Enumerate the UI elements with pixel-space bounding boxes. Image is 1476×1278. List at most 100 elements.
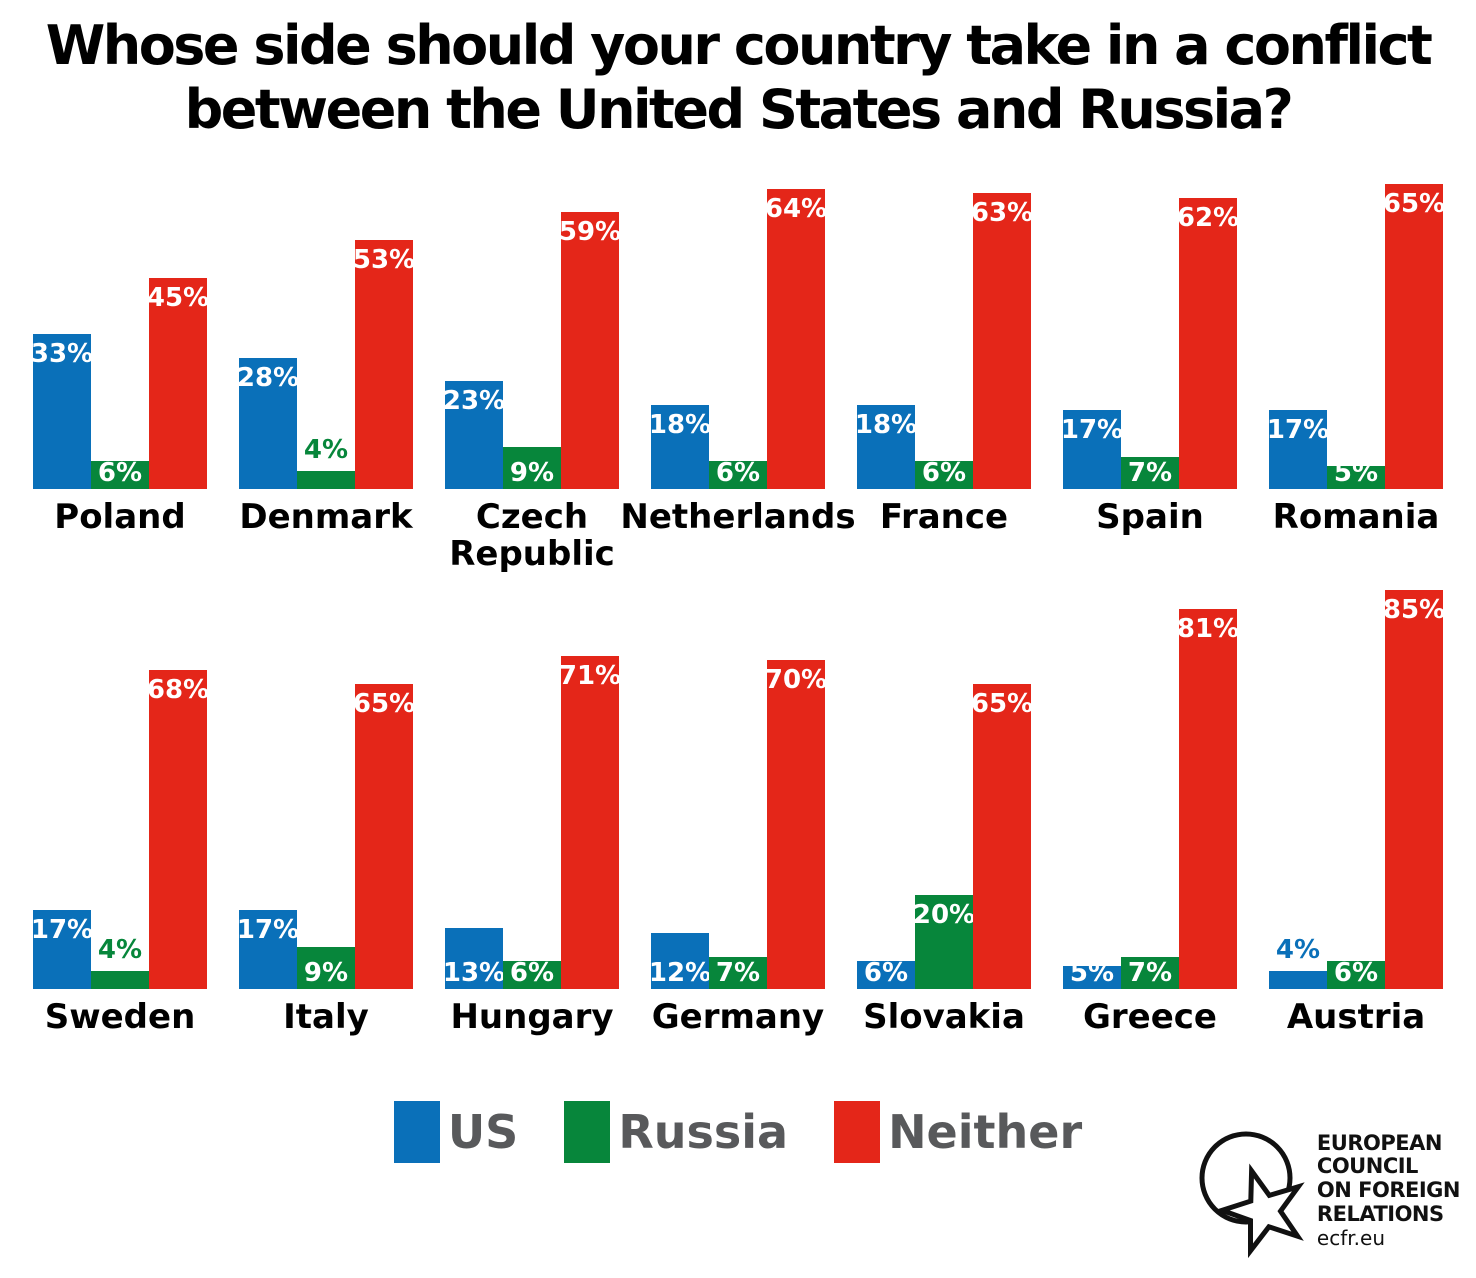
- country-label-box: Romania: [1273, 499, 1440, 545]
- value-label: 17%: [30, 914, 94, 945]
- value-label: 17%: [1060, 414, 1124, 445]
- value-label: 65%: [352, 688, 416, 719]
- logo-line: COUNCIL: [1316, 1154, 1419, 1179]
- bar-us: 17%: [1267, 409, 1329, 490]
- bar-slot: 9%: [297, 947, 355, 990]
- bar-area: 4% 6% 85%: [1269, 587, 1445, 990]
- bar-neither: 85%: [1383, 589, 1445, 990]
- bar-slot: 5%: [1327, 458, 1385, 490]
- bar-group: 18% 6% 64% Netherlands: [620, 177, 856, 545]
- chart-row-bottom: 17% 4% 68% Sweden 17% 9% 65% Italy 13% 6% 71% Hunga…: [0, 587, 1476, 1045]
- country-label: Austria: [1286, 997, 1426, 1038]
- bar-slot: 64%: [765, 188, 827, 490]
- country-label: Greece: [1082, 997, 1217, 1038]
- us-swatch: [393, 1101, 440, 1164]
- ecfr-logo: EUROPEAN COUNCIL ON FOREIGN RELATIONS ec…: [1191, 1116, 1461, 1266]
- country-label: France: [879, 497, 1009, 538]
- value-label: 20%: [912, 900, 976, 931]
- country-label: Denmark: [239, 497, 413, 538]
- value-label: 81%: [1176, 613, 1240, 644]
- bar-russia: 6%: [1327, 958, 1385, 990]
- bar-russia: 6%: [709, 458, 767, 490]
- bar-slot: 6%: [915, 458, 973, 490]
- bar-slot: 7%: [709, 956, 767, 990]
- bar-area: 17% 4% 68%: [31, 587, 209, 990]
- logo-line: ON FOREIGN: [1316, 1178, 1461, 1202]
- bar-slot: 53%: [353, 240, 415, 490]
- ecfr-logo-mark: [1199, 1131, 1305, 1259]
- bar-neither: 65%: [1383, 183, 1445, 490]
- country-label-box: Hungary: [450, 999, 613, 1045]
- bar-slot: 65%: [971, 683, 1033, 990]
- bar-neither: 63%: [971, 193, 1033, 490]
- country-label-box: Poland: [54, 499, 185, 545]
- country-label-box: France: [880, 499, 1008, 545]
- country-label: Netherlands: [620, 497, 856, 538]
- logo-circle-icon: [1199, 1131, 1293, 1225]
- bar-group: 17% 7% 62% Spain: [1060, 177, 1240, 545]
- value-label: 4%: [97, 934, 143, 965]
- bar-russia: 9%: [503, 447, 561, 490]
- value-label: 7%: [1127, 958, 1173, 989]
- bar-group: 28% 4% 53% Denmark: [236, 177, 416, 545]
- legend-item-russia: Russia: [564, 1101, 789, 1164]
- bar-russia: 7%: [709, 956, 767, 990]
- bar-slot: 17%: [1267, 409, 1329, 490]
- value-label: 53%: [352, 245, 416, 276]
- value-label: 6%: [921, 458, 967, 489]
- bar-group: 12% 7% 70% Germany: [648, 587, 828, 1045]
- bar-slot: 18%: [649, 404, 711, 490]
- bar-slot: 9%: [503, 447, 561, 490]
- legend-label-russia: Russia: [618, 1105, 789, 1160]
- bar-russia: 20%: [913, 895, 975, 990]
- value-label: 68%: [146, 674, 210, 705]
- country-label-box: Austria: [1287, 999, 1425, 1045]
- legend-label-neither: Neither: [888, 1105, 1083, 1160]
- logo-line: EUROPEAN: [1316, 1130, 1442, 1155]
- country-label: Czech Republic: [449, 497, 615, 575]
- value-label: 45%: [146, 282, 210, 313]
- value-label: 59%: [558, 217, 622, 248]
- bar-slot: 7%: [1121, 956, 1179, 990]
- bar-group: 17% 9% 65% Italy: [236, 587, 416, 1045]
- bar-us: 6%: [857, 958, 915, 990]
- bar-area: 12% 7% 70%: [649, 587, 827, 990]
- bar-russia: 6%: [503, 958, 561, 990]
- value-label: 5%: [1333, 458, 1379, 489]
- bar-slot: 71%: [559, 655, 621, 990]
- bar-slot: 4%: [91, 935, 149, 990]
- bar-slot: 20%: [913, 895, 975, 990]
- bar-slot: 12%: [649, 933, 711, 990]
- bar-us: 18%: [649, 404, 711, 490]
- bar-area: 17% 7% 62%: [1061, 177, 1239, 490]
- bar-group: 18% 6% 63% France: [854, 177, 1034, 545]
- bar-area: 13% 6% 71%: [443, 587, 621, 990]
- bar-area: 23% 9% 59%: [443, 177, 621, 490]
- bar-slot: 4%: [1269, 935, 1327, 990]
- value-label: 13%: [442, 958, 506, 989]
- bar-slot: 6%: [91, 458, 149, 490]
- bar-slot: 6%: [1327, 958, 1385, 990]
- value-label: 17%: [236, 914, 300, 945]
- infographic: Whose side should your country take in a…: [0, 14, 1476, 1278]
- legend-label-us: US: [447, 1105, 519, 1160]
- logo-url: ecfr.eu: [1316, 1226, 1385, 1251]
- value-label: 7%: [1127, 458, 1173, 489]
- bar-slot: 62%: [1177, 198, 1239, 490]
- value-label: 6%: [97, 458, 143, 489]
- legend-item-neither: Neither: [834, 1101, 1083, 1164]
- bar-slot: 6%: [503, 958, 561, 990]
- country-label-box: Czech Republic: [434, 497, 630, 575]
- bar-neither: 68%: [147, 669, 209, 990]
- country-label-box: Germany: [652, 999, 824, 1045]
- value-label: 18%: [854, 409, 918, 440]
- bar-us: 13%: [443, 928, 505, 990]
- bar-slot: 63%: [971, 193, 1033, 490]
- bar-russia: 7%: [1121, 456, 1179, 490]
- bar-area: 28% 4% 53%: [237, 177, 415, 490]
- value-label: 5%: [1069, 958, 1115, 989]
- value-label: 62%: [1176, 203, 1240, 234]
- bar-neither: 65%: [353, 683, 415, 990]
- bar-slot: 17%: [31, 909, 93, 990]
- value-label: 9%: [509, 458, 555, 489]
